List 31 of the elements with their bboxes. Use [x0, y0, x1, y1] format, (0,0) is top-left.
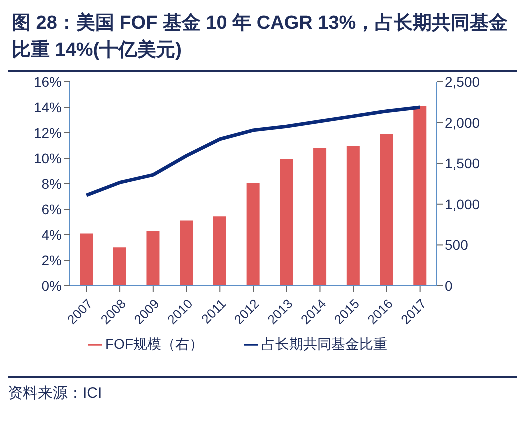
y2-tick-label: 1,500: [445, 156, 480, 172]
bar: [380, 134, 394, 286]
y-tick-label: 0%: [42, 278, 62, 294]
text: 资料来源：ICI: [8, 384, 104, 403]
y2-tick-label: 2,000: [445, 114, 480, 131]
y-tick-label: 4%: [42, 226, 62, 243]
legend-label: 占长期共同基金比重: [262, 336, 388, 352]
bar: [414, 106, 427, 286]
y2-tick-label: 0: [445, 278, 453, 294]
bar: [146, 231, 160, 286]
y-tick-label: 12%: [34, 124, 62, 141]
bar: [80, 234, 93, 286]
line-series: [84, 106, 422, 198]
bar: [213, 216, 226, 286]
bar: [246, 183, 260, 286]
y2-tick-label: 2,500: [445, 74, 480, 90]
y2-tick-label: 1,000: [445, 196, 480, 212]
bar: [113, 248, 126, 286]
y2-tick-label: 500: [445, 237, 469, 254]
y-tick-label: 10%: [34, 150, 62, 166]
bar: [180, 220, 194, 286]
y-tick-label: 14%: [34, 99, 62, 116]
legend-label: FOF规模（右）: [106, 336, 204, 352]
y-tick-label: 16%: [34, 74, 62, 90]
y-tick-label: 6%: [42, 201, 62, 218]
bar: [314, 148, 327, 286]
y-tick-label: 2%: [42, 252, 62, 268]
y-tick-label: 8%: [42, 176, 62, 192]
chart-title: 图 28：美国 FOF 基金 10 年 CAGR 13%，占长期共同基金比重 14%(十亿美元): [8, 8, 517, 72]
bar: [346, 146, 360, 286]
bar: [280, 160, 294, 286]
